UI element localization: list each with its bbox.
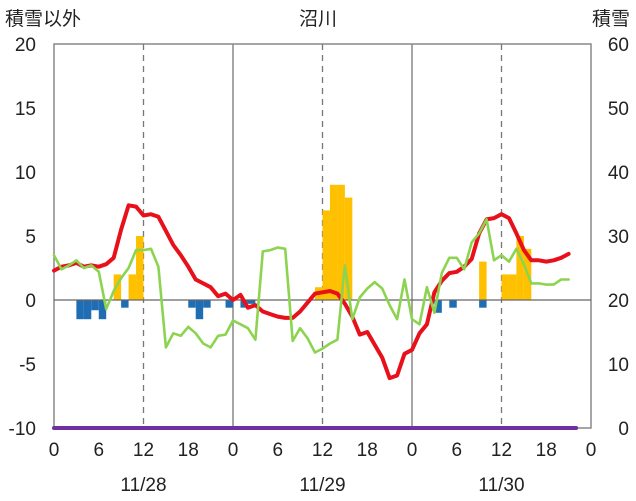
x-axis-ticks: 0 6 12 18 0 6 12 18 0 6 12 18 0 <box>49 440 597 461</box>
negative-bar <box>121 300 129 308</box>
left-axis-ticks: 20 15 10 5 0 -5 -10 <box>9 35 36 440</box>
negative-bar <box>91 300 99 311</box>
day-label: 11/30 <box>478 475 524 496</box>
day-label: 11/29 <box>299 475 345 496</box>
snow-bar <box>136 236 144 300</box>
snow-bar <box>337 184 345 300</box>
right-tick-label: 0 <box>618 419 629 440</box>
left-tick-label: 5 <box>25 227 36 248</box>
x-tick-label: 6 <box>272 440 283 461</box>
right-tick-label: 10 <box>608 355 629 376</box>
x-tick-label: 6 <box>451 440 462 461</box>
snow-bar <box>344 197 353 300</box>
snow-bar <box>501 274 509 300</box>
snow-bar <box>329 184 338 300</box>
chart-title: 沼川 <box>299 8 337 30</box>
day-label: 11/28 <box>120 475 166 496</box>
snow-bar <box>479 261 487 300</box>
x-tick-label: 0 <box>228 440 239 461</box>
x-tick-label: 12 <box>491 440 512 461</box>
series-lines <box>52 203 579 430</box>
x-tick-label: 0 <box>49 440 60 461</box>
x-tick-label: 6 <box>93 440 104 461</box>
negative-bar <box>195 300 204 320</box>
negative-bar <box>449 300 457 308</box>
negative-bar <box>434 300 442 313</box>
negative-bar <box>98 300 107 320</box>
left-tick-label: -10 <box>9 419 36 440</box>
snow-bar <box>516 236 524 300</box>
snow-bar <box>128 274 137 300</box>
x-tick-label: 18 <box>357 440 378 461</box>
right-tick-label: 20 <box>608 291 629 312</box>
right-tick-label: 60 <box>608 35 629 56</box>
right-axis-label: 積雪 <box>592 8 630 30</box>
left-axis-label: 積雪以外 <box>5 8 81 30</box>
left-tick-label: 20 <box>15 35 36 56</box>
day-labels: 11/28 11/29 11/30 <box>120 475 524 496</box>
negative-bar <box>203 300 211 308</box>
right-tick-label: 40 <box>608 163 629 184</box>
left-tick-label: 15 <box>15 99 36 120</box>
x-tick-label: 12 <box>312 440 333 461</box>
left-tick-label: -5 <box>19 355 36 376</box>
negative-bar <box>188 300 196 308</box>
negative-bar <box>247 300 256 304</box>
snow-bar <box>508 274 517 300</box>
right-tick-label: 30 <box>608 227 629 248</box>
left-tick-label: 0 <box>25 291 36 312</box>
snow-bar <box>322 210 330 300</box>
negative-bar <box>479 300 487 308</box>
left-tick-label: 10 <box>15 163 36 184</box>
series-line-2 <box>52 218 570 354</box>
negative-bar <box>225 300 233 308</box>
right-tick-label: 50 <box>608 99 629 120</box>
right-axis-ticks: 60 50 40 30 20 10 0 <box>608 35 629 440</box>
x-tick-label: 18 <box>178 440 199 461</box>
negative-bar <box>76 300 84 320</box>
x-tick-label: 0 <box>586 440 597 461</box>
x-tick-label: 12 <box>133 440 154 461</box>
x-tick-label: 0 <box>407 440 418 461</box>
negative-bar <box>83 300 92 320</box>
x-tick-label: 18 <box>536 440 557 461</box>
